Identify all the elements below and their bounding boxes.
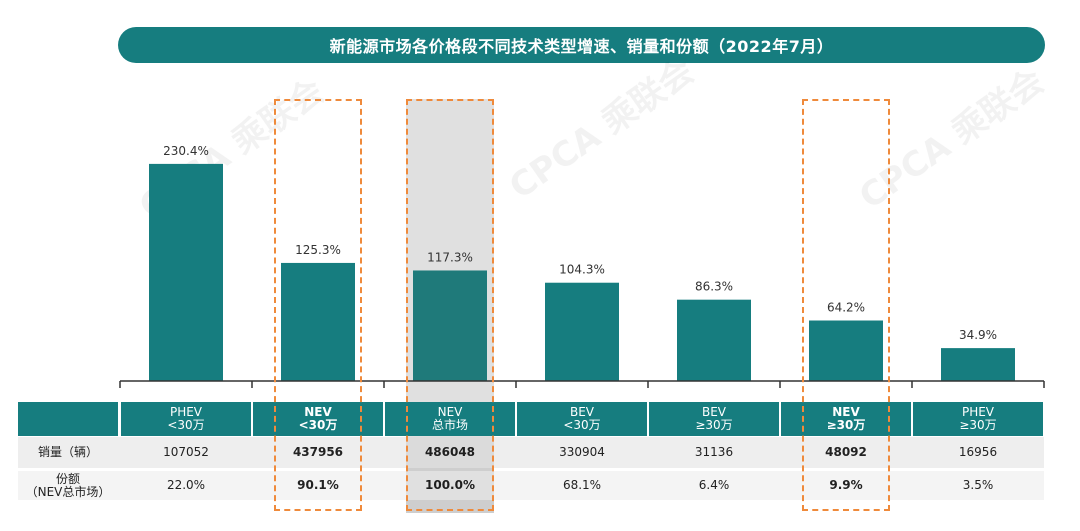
header-line1: NEV: [832, 405, 860, 419]
header-line2: <30万: [298, 418, 338, 432]
highlight-box: [802, 99, 890, 511]
header-line2: 总市场: [431, 418, 468, 432]
table-header-cell: BEV ≥30万: [649, 402, 779, 436]
table-cell: 486048: [424, 445, 476, 459]
bar: [809, 320, 883, 381]
header-line1: NEV: [304, 405, 332, 419]
header-line2: ≥30万: [826, 418, 866, 432]
bar: [941, 348, 1015, 381]
bar-value-label: 86.3%: [695, 280, 733, 294]
table-header-corner: [18, 402, 118, 436]
table-cell: 437956: [292, 445, 344, 459]
bar-value-label: 125.3%: [295, 243, 341, 257]
table-row-label: 份额 （NEV总市场）: [25, 471, 111, 499]
bar: [281, 262, 355, 381]
table-header-cell: PHEV <30万: [121, 402, 251, 436]
table-cell: 16956: [958, 445, 998, 459]
highlight-box: [274, 99, 362, 511]
bar: [413, 270, 487, 381]
table-header-cell: BEV <30万: [517, 402, 647, 436]
table-cell: 90.1%: [297, 478, 339, 492]
shaded-column-table-bg: [406, 437, 494, 513]
table-cell: 330904: [559, 445, 605, 459]
chart-title: 新能源市场各价格段不同技术类型增速、销量和份额（2022年7月）: [118, 27, 1045, 63]
header-line2: ≥30万: [959, 418, 997, 432]
header-line2: ≥30万: [695, 418, 733, 432]
header-line2: <30万: [563, 418, 601, 432]
table-cell: 31136: [694, 445, 734, 459]
bar-value-label: 34.9%: [959, 328, 997, 342]
table-cell: 6.4%: [698, 478, 730, 492]
bar-value-label: 230.4%: [163, 144, 209, 158]
header-line1: NEV: [437, 405, 463, 419]
header-line1: BEV: [701, 405, 727, 419]
header-line2: <30万: [167, 418, 205, 432]
bar: [545, 282, 619, 381]
bar-value-label: 64.2%: [827, 301, 865, 315]
table-cell: 48092: [825, 445, 867, 459]
watermark: CPCA 乘联会: [502, 51, 701, 207]
table-cell: 3.5%: [962, 478, 994, 492]
table-cell: 22.0%: [166, 478, 206, 492]
header-line1: PHEV: [961, 405, 995, 419]
table-cell: 68.1%: [562, 478, 602, 492]
table-cell: 107052: [163, 445, 209, 459]
bar-value-label: 104.3%: [559, 263, 605, 277]
header-line1: PHEV: [169, 405, 203, 419]
bar-value-label: 117.3%: [427, 250, 473, 264]
table-row-label: 销量（辆）: [37, 445, 98, 459]
table-row: [18, 471, 1044, 500]
bar: [677, 299, 751, 381]
table-cell: 100.0%: [425, 478, 475, 492]
table-row: [18, 437, 1044, 468]
highlight-box: [406, 99, 494, 511]
table-header-cell: PHEV ≥30万: [913, 402, 1043, 436]
table-cell: 9.9%: [829, 478, 863, 492]
bar: [149, 163, 223, 381]
header-line1: BEV: [569, 405, 595, 419]
